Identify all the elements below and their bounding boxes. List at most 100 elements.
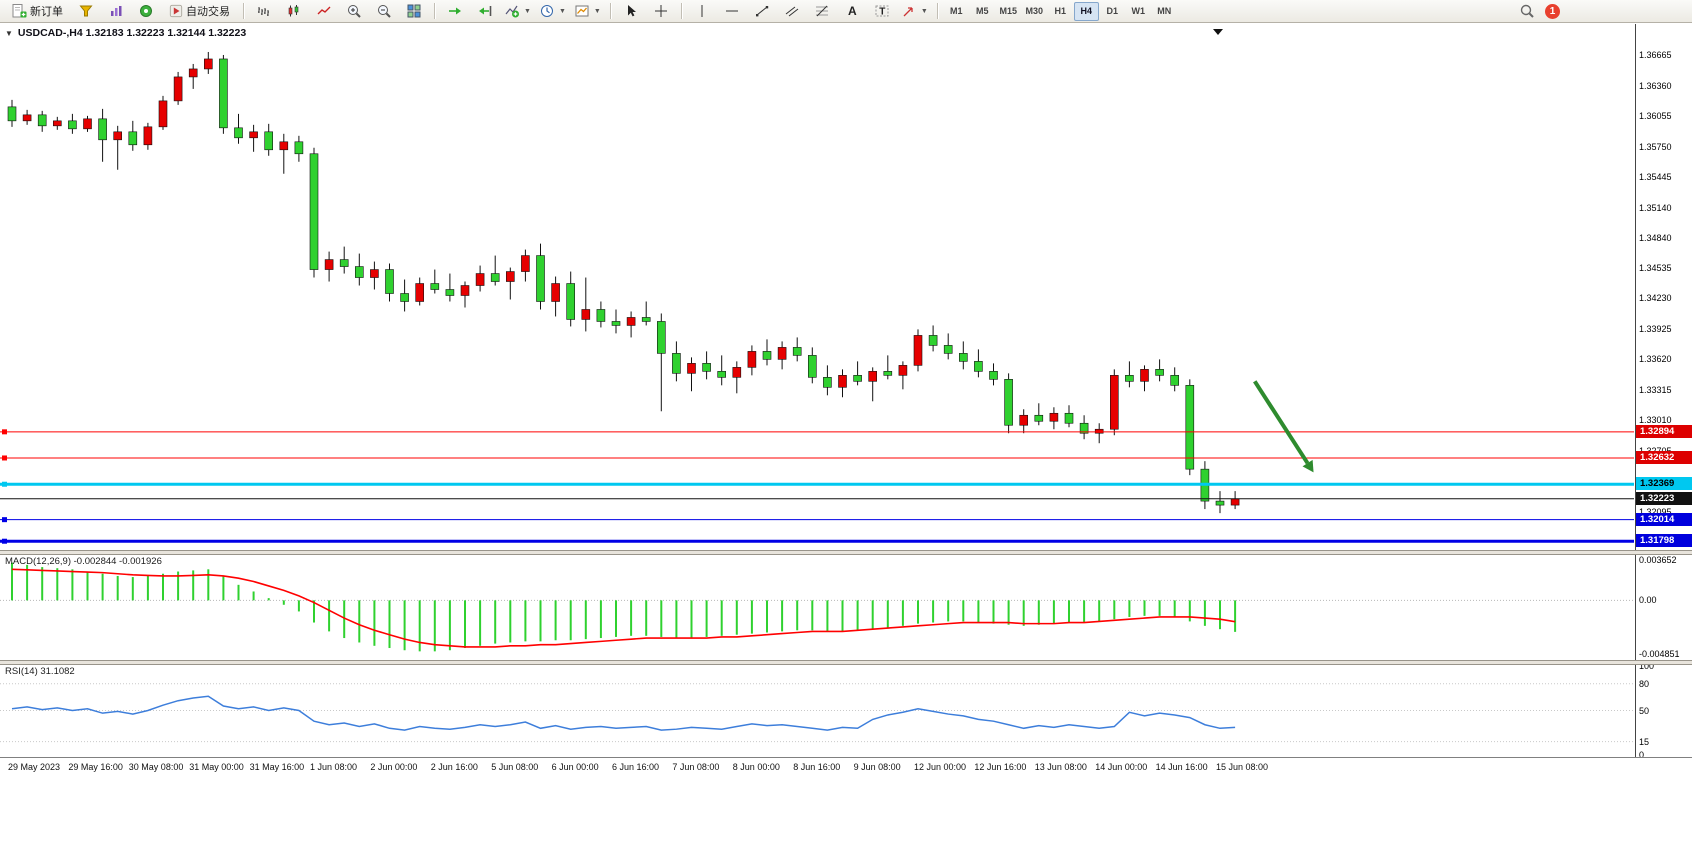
cursor-tool-button[interactable] <box>617 0 645 22</box>
bull-candle <box>415 283 425 302</box>
macd-scale-label: 0.00 <box>1639 595 1657 606</box>
time-axis-label: 29 May 16:00 <box>68 762 123 772</box>
new-order-button[interactable]: 新订单 <box>4 0 70 22</box>
price-tick: 1.35445 <box>1639 172 1672 183</box>
channel-tool-button[interactable] <box>778 0 806 22</box>
trend-arrow-annotation[interactable] <box>1253 380 1310 465</box>
macd-signal-line <box>11 568 1236 648</box>
bear-candle <box>1155 369 1164 376</box>
toolbar-right-cluster: 1 <box>1519 3 1560 19</box>
price-tick: 1.33010 <box>1639 415 1672 426</box>
price-badge-1.32632: 1.32632 <box>1636 450 1692 464</box>
vertical-line-tool-button[interactable] <box>688 0 716 22</box>
time-axis-label: 29 May 2023 <box>8 762 60 772</box>
timeframe-H4[interactable]: H4 <box>1073 1 1099 21</box>
zoom-in-icon <box>348 5 361 18</box>
profiles-button[interactable] <box>72 0 100 22</box>
panel-divider[interactable] <box>0 660 1692 665</box>
chart-shift-button[interactable] <box>471 0 499 22</box>
bull-candle <box>1094 428 1104 434</box>
trendline-tool-button[interactable] <box>748 0 776 22</box>
bear-candle <box>339 259 349 267</box>
timeframe-M30[interactable]: M30 <box>1025 6 1043 16</box>
time-axis-label: 14 Jun 00:00 <box>1095 762 1147 772</box>
bull-candle <box>551 283 560 302</box>
bear-candle <box>928 335 938 346</box>
symbol-ohlc-text: USDCAD-,H4 1.32183 1.32223 1.32144 1.322… <box>17 27 247 39</box>
line-handle[interactable] <box>2 481 7 487</box>
notification-badge[interactable]: 1 <box>1545 3 1560 19</box>
bar-chart-icon <box>258 7 269 16</box>
statistics-button[interactable] <box>102 0 130 22</box>
price-tick: 1.32095 <box>1639 506 1672 517</box>
bull-candle <box>52 120 62 127</box>
line-chart-mode-button[interactable] <box>310 0 338 22</box>
timeframe-M15[interactable]: M15 <box>999 6 1017 16</box>
shift-end-marker[interactable] <box>1213 29 1223 35</box>
bull-candle <box>143 126 153 146</box>
line-handle[interactable] <box>2 538 7 544</box>
time-axis-label: 8 Jun 00:00 <box>733 762 780 772</box>
horizontal-line-tool-button[interactable] <box>718 0 746 22</box>
text-tool-button[interactable]: A <box>838 0 866 22</box>
chevron-down-icon: ▼ <box>524 7 531 15</box>
svg-text:T: T <box>879 7 885 18</box>
bear-candle <box>989 371 998 380</box>
bear-candle <box>702 363 711 372</box>
toolbar-separator <box>680 3 682 19</box>
rsi-line <box>11 695 1236 731</box>
zoom-in-button[interactable] <box>340 0 368 22</box>
fibonacci-icon <box>815 5 828 17</box>
price-axis[interactable]: 1.36665 1.36360 1.36055 1.35750 1.35445 1.351… <box>1635 24 1692 760</box>
bear-candle <box>7 106 17 122</box>
bear-candle <box>958 353 968 362</box>
label-tool-button[interactable]: T <box>868 0 896 22</box>
templates-button[interactable]: ▼ <box>571 0 604 22</box>
timeframe-D1[interactable]: D1 <box>1106 6 1118 16</box>
arrows-tool-button[interactable]: ▼ <box>898 0 931 22</box>
bull-candle <box>898 365 908 376</box>
timeframe-H1[interactable]: H1 <box>1054 6 1066 16</box>
time-axis-label: 2 Jun 00:00 <box>370 762 417 772</box>
zoom-out-button[interactable] <box>370 0 398 22</box>
periods-button[interactable]: ▼ <box>536 0 569 22</box>
panel-divider[interactable] <box>0 550 1692 555</box>
bear-candle <box>611 321 621 326</box>
auto-scroll-button[interactable] <box>441 0 469 22</box>
green-circle-icon <box>140 5 152 17</box>
candlestick-mode-button[interactable] <box>280 0 308 22</box>
indicators-button[interactable]: ▼ <box>501 0 534 22</box>
timeframe-MN[interactable]: MN <box>1157 6 1172 16</box>
price-tick: 1.36055 <box>1639 111 1672 122</box>
line-handle[interactable] <box>2 429 7 435</box>
timeframe-M1[interactable]: M1 <box>949 6 963 16</box>
bear-candle <box>430 283 440 290</box>
tile-windows-button[interactable] <box>400 0 428 22</box>
search-icon[interactable] <box>1519 3 1535 19</box>
channel-icon <box>785 6 799 17</box>
crosshair-tool-button[interactable] <box>647 0 675 22</box>
bar-chart-mode-button[interactable] <box>250 0 278 22</box>
trendline-icon <box>755 6 769 17</box>
price-tick: 1.34535 <box>1639 263 1672 274</box>
chart-canvas[interactable]: 29 May 2023 29 May 16:00 30 May 08:00 31 Ma… <box>0 24 1634 842</box>
price-tick: 1.35140 <box>1639 202 1672 213</box>
chart-shift-icon <box>479 6 492 16</box>
alerts-button[interactable] <box>132 0 160 22</box>
auto-trading-button[interactable]: 自动交易 <box>162 0 237 22</box>
bear-candle <box>596 309 606 322</box>
chart-window: 29 May 2023 29 May 16:00 30 May 08:00 31 Ma… <box>0 24 1692 842</box>
fibonacci-tool-button[interactable] <box>808 0 836 22</box>
bull-candle <box>687 363 696 374</box>
line-handle[interactable] <box>2 517 7 523</box>
timeframe-M5[interactable]: M5 <box>975 6 989 16</box>
timeframe-W1[interactable]: W1 <box>1131 6 1146 16</box>
line-handle[interactable] <box>2 455 7 461</box>
time-axis-label: 31 May 16:00 <box>250 762 305 772</box>
bull-candle <box>747 351 757 368</box>
time-axis-label: 12 Jun 00:00 <box>914 762 966 772</box>
one-click-trading-toggle[interactable]: ▼ <box>5 28 13 38</box>
bear-candle <box>762 351 772 360</box>
toolbar-separator <box>609 3 611 19</box>
time-axis-separator <box>0 757 1692 758</box>
